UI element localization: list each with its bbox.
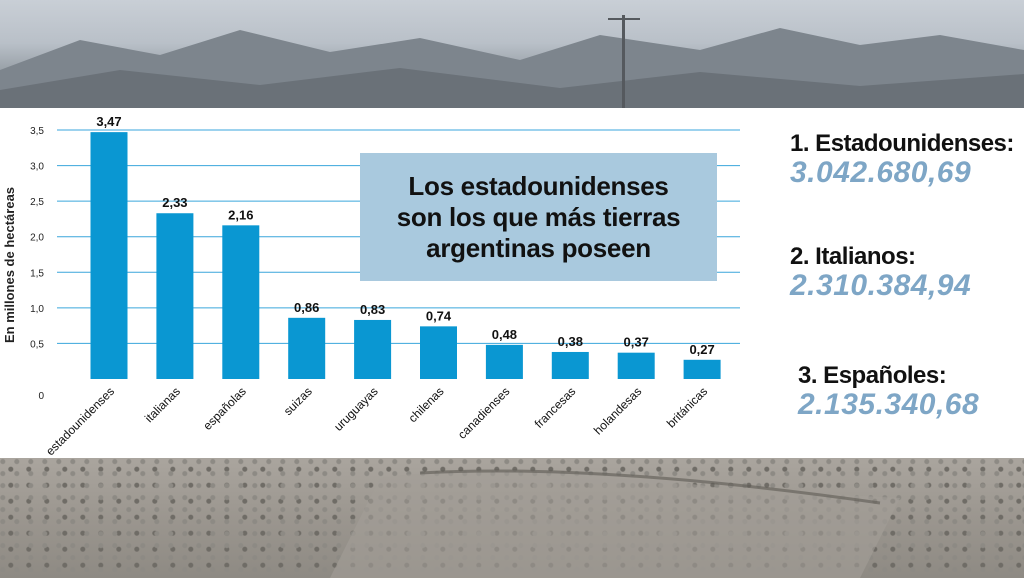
bar-chilenas bbox=[420, 326, 457, 379]
y-tick-label: 3,0 bbox=[30, 162, 44, 173]
x-tick-label: uruguayas bbox=[331, 384, 381, 434]
x-tick-label: chilenas bbox=[406, 384, 447, 425]
mountain-silhouette bbox=[0, 15, 1024, 108]
ranking-value: 3.042.680,69 bbox=[790, 156, 972, 189]
bar-holandesas bbox=[617, 352, 655, 379]
x-tick-label: británicas bbox=[664, 384, 710, 430]
bar-value-label: 0,38 bbox=[558, 334, 583, 349]
ranking-label: 1. Estadounidenses: bbox=[790, 130, 1014, 157]
bar-value-label: 0,74 bbox=[426, 308, 452, 323]
y-axis-label: En millones de hectáreas bbox=[2, 187, 17, 343]
x-tick-label: suizas bbox=[281, 384, 315, 418]
chart-bars bbox=[90, 132, 721, 379]
bar-value-label: 0,48 bbox=[492, 327, 517, 342]
y-tick-label: 0,5 bbox=[30, 339, 44, 350]
ranking-value: 2.310.384,94 bbox=[790, 269, 972, 302]
x-tick-label: holandesas bbox=[591, 384, 644, 437]
bar-españolas bbox=[222, 225, 260, 379]
ranking-item-1: 1. Estadounidenses: 3.042.680,69 bbox=[790, 130, 1014, 190]
x-tick-label: francesas bbox=[532, 384, 579, 431]
y-tick-label: 3,5 bbox=[30, 126, 44, 137]
bar-value-label: 2,16 bbox=[228, 207, 253, 222]
y-tick-label: 1,5 bbox=[30, 268, 44, 279]
bar-value-label: 0,86 bbox=[294, 300, 319, 315]
bar-estadounidenses bbox=[90, 132, 128, 379]
bar-francesas bbox=[551, 351, 589, 379]
x-tick-label: canadienses bbox=[455, 384, 513, 442]
x-axis-ticks: estadounidenses italianas españolas suizas u… bbox=[43, 384, 710, 458]
bar-value-label: 0,83 bbox=[360, 302, 385, 317]
bar-británicas bbox=[683, 359, 721, 379]
headline-callout: Los estadounidenses son los que más tier… bbox=[360, 153, 717, 281]
bar-value-label: 2,33 bbox=[162, 195, 187, 210]
y-tick-label: 2,0 bbox=[30, 233, 44, 244]
bar-value-label: 3,47 bbox=[96, 114, 121, 129]
bar-suizas bbox=[288, 317, 326, 379]
y-tick-label: 1,0 bbox=[30, 304, 44, 315]
bar-italianas bbox=[156, 213, 194, 379]
road-shape bbox=[330, 469, 900, 578]
ranking-item-3: 3. Españoles: 2.135.340,68 bbox=[798, 362, 979, 422]
ranking-item-2: 2. Italianos: 2.310.384,94 bbox=[790, 243, 971, 303]
x-tick-label: estadounidenses bbox=[43, 384, 117, 458]
ranking-label: 3. Españoles: bbox=[798, 362, 947, 389]
ranking-label: 2. Italianos: bbox=[790, 243, 916, 270]
mountain-landscape-photo bbox=[0, 0, 1024, 108]
bar-value-label: 0,37 bbox=[624, 335, 649, 350]
ranking-value: 2.135.340,68 bbox=[798, 388, 980, 421]
dirt-road-photo bbox=[0, 458, 1024, 578]
y-tick-label: 0 bbox=[38, 391, 44, 402]
bar-value-labels: 3,47 2,33 2,16 0,86 0,83 0,74 0,48 0,38 0,37 0,27 bbox=[96, 114, 714, 357]
bar-canadienses bbox=[485, 344, 523, 379]
bar-uruguayas bbox=[354, 319, 392, 379]
y-tick-label: 2,5 bbox=[30, 197, 44, 208]
x-tick-label: italianas bbox=[142, 384, 183, 425]
headline-text: Los estadounidenses son los que más tier… bbox=[396, 170, 681, 263]
bar-value-label: 0,27 bbox=[689, 342, 714, 357]
x-tick-label: españolas bbox=[200, 384, 249, 433]
y-axis-ticks: 0 0,5 1,0 1,5 2,0 2,5 3,0 3,5 bbox=[30, 126, 44, 402]
